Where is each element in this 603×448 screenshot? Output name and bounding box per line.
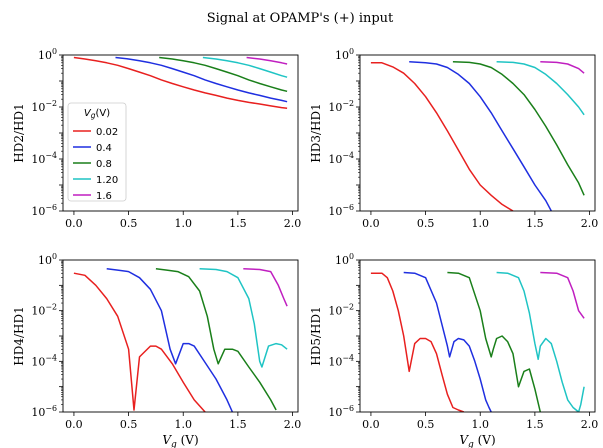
hd5-series-1-20	[496, 271, 585, 412]
hd4-ytick-label: 100	[38, 252, 57, 267]
hd3-xtick-label: 1.0	[471, 217, 489, 230]
hd2-xtick-label: 2.0	[284, 217, 302, 230]
hd5-ytick-label: 10−6	[328, 404, 354, 419]
hd2-ytick-label: 10−4	[31, 151, 57, 166]
hd3-axes-frame	[359, 54, 596, 212]
hd2-series-0-02	[73, 56, 288, 109]
legend-label-0-4: 0.4	[96, 143, 112, 154]
hd5-xtick-label: 2.0	[581, 418, 599, 431]
hd3-xtick-label: 0.5	[417, 217, 435, 230]
hd4-xtick-label: 2.0	[284, 418, 302, 431]
hd4-series-1-20	[199, 268, 288, 368]
hd2-xtick-label: 1.5	[229, 217, 247, 230]
legend-box	[67, 102, 127, 202]
hd4-xtick-label: 1.5	[229, 418, 247, 431]
hd3-ylabel: HD3/HD1	[309, 103, 323, 162]
hd3-series-0-8	[452, 61, 585, 196]
hd5-series-0-02	[370, 272, 465, 412]
hd3-series-1-6	[540, 61, 585, 74]
hd4-xtick-label: 1.0	[174, 418, 192, 431]
hd5-ytick-label: 10−4	[328, 353, 354, 368]
hd4-ytick-label: 10−4	[31, 353, 57, 368]
hd5-xtick-label: 1.5	[526, 418, 544, 431]
hd2-series-1-6	[246, 56, 288, 65]
hd3-series-1-20	[496, 61, 585, 116]
hd4-series-0-8	[155, 268, 277, 411]
hd4-ytick-label: 10−2	[31, 303, 57, 318]
hd2-ytick-label: 10−2	[31, 99, 57, 114]
hd5-axes-frame	[359, 259, 596, 413]
hd2-xtick-label: 0.5	[120, 217, 138, 230]
hd4-xtick-label: 0.5	[120, 418, 138, 431]
hd2-ylabel: HD2/HD1	[12, 103, 26, 162]
hd3-ytick-label: 10−2	[328, 99, 354, 114]
hd5-series-lines	[370, 271, 585, 412]
hd5-xtick-label: 0.5	[417, 418, 435, 431]
hd2-series-1-20	[202, 56, 288, 78]
hd4-axes-frame	[62, 259, 299, 413]
hd5-ytick-label: 10−2	[328, 303, 354, 318]
hd2-series-0-8	[159, 56, 288, 93]
hd3-series-lines	[370, 61, 585, 211]
figure-title: Signal at OPAMP's (+) input	[207, 11, 394, 26]
hd3-ytick-label: 100	[335, 47, 354, 62]
hd5-ytick-label: 100	[335, 252, 354, 267]
hd3-series-0-4	[409, 61, 552, 211]
hd3-series-0-02	[370, 62, 514, 211]
legend-label-0-8: 0.8	[96, 159, 112, 170]
hd2-series-0-4	[115, 56, 288, 103]
panel-hd5: 0.0 0.5 1.0 1.5 2.0 10−6 10−4 10−2 100 HD5/HD1 Vg …	[309, 252, 598, 448]
hd5-ylabel: HD5/HD1	[309, 306, 323, 365]
hd5-series-0-8	[447, 271, 542, 412]
hd4-xtick-label: 0.0	[65, 418, 83, 431]
legend-label-0-02: 0.02	[96, 127, 118, 138]
hd4-series-1-6	[243, 268, 288, 307]
hd4-ytick-label: 10−6	[31, 404, 57, 419]
hd5-series-1-6	[540, 271, 585, 319]
legend-label-1-20: 1.20	[96, 175, 118, 186]
hd4-ylabel: HD4/HD1	[12, 306, 26, 365]
hd2-series-lines	[73, 56, 288, 109]
legend-label-1-6: 1.6	[96, 191, 112, 202]
legend-title: Vg(V)	[84, 108, 110, 120]
hd5-xlabel: Vg (V)	[459, 433, 495, 448]
hd3-xtick-label: 1.5	[526, 217, 544, 230]
panel-hd2: 0.0 0.5 1.0 1.5 2.0 10−6 10−4 10−2 100 HD2/HD1 Vg(…	[12, 47, 301, 230]
hd2-xtick-label: 1.0	[174, 217, 192, 230]
hd2-ytick-label: 10−6	[31, 203, 57, 218]
hd4-series-0-4	[106, 268, 234, 412]
hd5-xtick-label: 1.0	[471, 418, 489, 431]
hd3-ytick-label: 10−4	[328, 151, 354, 166]
hd4-xlabel: Vg (V)	[162, 433, 198, 448]
hd3-xtick-label: 2.0	[581, 217, 599, 230]
panel-hd3: 0.0 0.5 1.0 1.5 2.0 10−6 10−4 10−2 100 HD3/HD1	[309, 47, 598, 230]
hd2-ytick-label: 100	[38, 47, 57, 62]
hd2-xtick-label: 0.0	[65, 217, 83, 230]
hd5-xtick-label: 0.0	[362, 418, 380, 431]
panel-hd4: 0.0 0.5 1.0 1.5 2.0 10−6 10−4 10−2 100 HD4/HD1 Vg …	[12, 252, 301, 448]
legend: Vg(V) 0.02 0.4 0.8 1.20 1.6	[67, 102, 127, 202]
hd3-xtick-label: 0.0	[362, 217, 380, 230]
hd3-ytick-label: 10−6	[328, 203, 354, 218]
panels: 0.0 0.5 1.0 1.5 2.0 10−6 10−4 10−2 100 HD2/HD1 Vg(…	[12, 47, 598, 448]
hd4-series-0-02	[73, 272, 206, 412]
hd4-series-lines	[73, 268, 288, 412]
hd5-series-0-4	[403, 271, 492, 412]
